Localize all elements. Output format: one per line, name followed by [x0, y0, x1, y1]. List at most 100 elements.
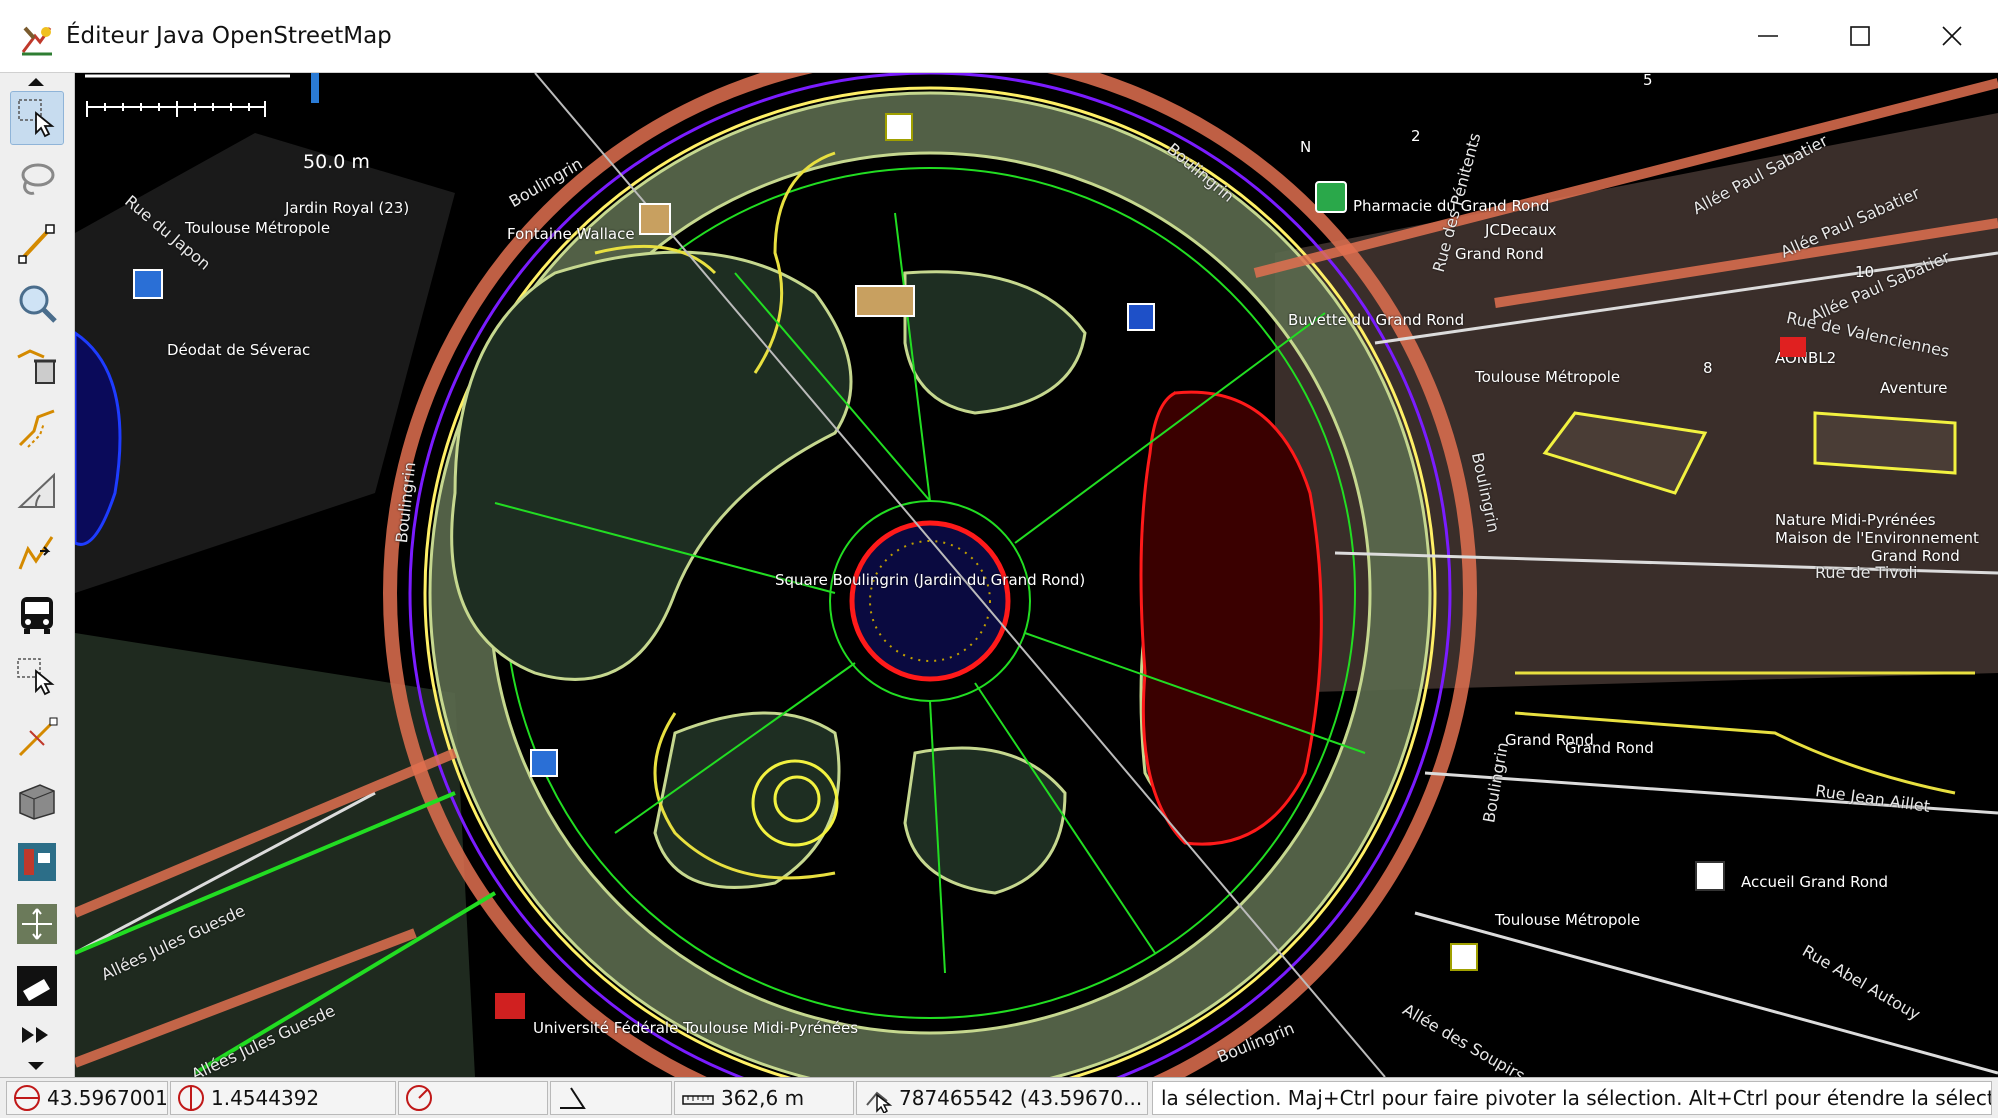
map-label-poi: Maison de l'Environnement — [1775, 529, 1979, 547]
move-icon — [17, 658, 55, 696]
draw-icon — [18, 224, 55, 264]
minimize-button[interactable] — [1722, 0, 1814, 72]
more-tools-icon — [22, 1027, 48, 1043]
split-tool-button[interactable] — [10, 711, 64, 765]
bar-icon — [1127, 303, 1155, 331]
university-flag-icon — [495, 993, 525, 1019]
map-label-poi: Toulouse Métropole — [1495, 911, 1641, 929]
map-label-poi: Pharmacie du Grand Rond — [1353, 197, 1550, 215]
zoom-tool-button[interactable] — [10, 277, 64, 331]
eraser-tool-button[interactable] — [10, 959, 64, 1013]
josm-app-icon — [20, 22, 54, 56]
map-label-poi: Grand Rond — [1455, 245, 1544, 263]
improve-way-icon — [18, 536, 54, 570]
close-icon — [1942, 26, 1962, 46]
close-button[interactable] — [1906, 0, 1998, 72]
map-label-poi: 10 — [1855, 263, 1875, 281]
map-label-poi: Grand Rond — [1565, 739, 1654, 757]
map-label-poi: 5 — [1643, 73, 1653, 89]
move-tool-button[interactable] — [10, 649, 64, 703]
select-icon — [18, 99, 55, 138]
scale-label: 50.0 m — [303, 151, 370, 173]
map-label-poi: Toulouse Métropole — [1475, 368, 1621, 386]
pharmacy-icon — [1315, 181, 1347, 213]
draw-tool-button[interactable] — [10, 215, 64, 269]
map-label-poi: Accueil Grand Rond — [1741, 873, 1889, 891]
mapillary-icon — [18, 843, 56, 881]
scroll-up-icon — [28, 78, 44, 86]
post-box-icon — [1780, 337, 1806, 357]
measure-angle-tool-button[interactable] — [10, 463, 64, 517]
latitude-icon — [14, 1085, 40, 1111]
ruler-icon — [682, 1095, 714, 1105]
information-icon — [1695, 861, 1725, 891]
map-label-poi: Toulouse Métropole — [185, 219, 331, 237]
longitude-icon — [178, 1085, 204, 1111]
water-area — [75, 331, 122, 546]
distance-field: 362,6 m — [674, 1081, 854, 1115]
waste-basket-icon — [1450, 943, 1478, 971]
mapillary-tool-button[interactable] — [10, 835, 64, 889]
title-bar: Éditeur Java OpenStreetMap — [0, 0, 1998, 73]
aerial-imagery-tool-button[interactable] — [10, 897, 64, 951]
waste-basket-icon — [885, 113, 913, 141]
parallel-icon — [18, 409, 55, 448]
aerial-imagery-icon — [17, 904, 57, 944]
map-label-poi: 8 — [1703, 359, 1713, 377]
distance-value: 362,6 m — [721, 1086, 805, 1110]
window-title: Éditeur Java OpenStreetMap — [66, 23, 392, 49]
toolbar-scroll-up[interactable] — [16, 75, 56, 89]
park-area-sw — [75, 633, 475, 1077]
building-icon — [19, 784, 55, 820]
heading-icon — [406, 1085, 432, 1111]
more-tools-button[interactable] — [10, 1021, 64, 1049]
map-label-poi: 2 — [1411, 127, 1421, 145]
map-label-poi: Buvette du Grand Rond — [1288, 311, 1465, 329]
select-tool-button[interactable] — [10, 91, 64, 145]
toolbar-scroll-down[interactable] — [16, 1059, 56, 1073]
bus-icon — [21, 597, 53, 634]
object-info-field: 787465542 (43.59670... — [856, 1081, 1148, 1115]
eraser-icon — [17, 966, 57, 1006]
minimize-icon — [1758, 35, 1778, 37]
angle-field — [550, 1081, 672, 1115]
pointer-node-icon — [866, 1091, 893, 1113]
map-label-poi: Aventure — [1880, 379, 1948, 397]
map-label-poi: Université Fédérale Toulouse Midi-Pyréné… — [533, 1019, 859, 1037]
buildings-area — [1275, 113, 1998, 693]
map-view[interactable]: 50.0 m Jardin Royal (23) Toulouse Métrop… — [75, 73, 1998, 1077]
maximize-icon — [1850, 26, 1870, 46]
heading-field — [398, 1081, 548, 1115]
improve-way-tool-button[interactable] — [10, 525, 64, 579]
object-info-value: 787465542 (43.59670... — [899, 1086, 1143, 1110]
map-label-poi: JCDecaux — [1485, 221, 1557, 239]
maximize-button[interactable] — [1814, 0, 1906, 72]
split-icon — [18, 717, 58, 757]
angle-icon — [560, 1087, 586, 1109]
delete-tool-button[interactable] — [10, 339, 64, 393]
fountain-icon — [639, 203, 671, 235]
longitude-field: 1.4544392 — [170, 1081, 396, 1115]
latitude-value: 43.5967001 — [47, 1086, 168, 1110]
building-tool-button[interactable] — [10, 773, 64, 827]
map-label-poi: Square Boulingrin (Jardin du Grand Rond) — [775, 571, 1086, 589]
help-text: la sélection. Maj+Ctrl pour faire pivote… — [1161, 1086, 1992, 1110]
help-text-field: la sélection. Maj+Ctrl pour faire pivote… — [1152, 1081, 1992, 1115]
measure-angle-icon — [17, 472, 55, 508]
delete-icon — [17, 349, 56, 384]
map-label-poi: Jardin Royal (23) — [285, 199, 410, 217]
map-label-poi: Grand Rond — [1871, 547, 1960, 565]
longitude-value: 1.4544392 — [211, 1086, 320, 1110]
zoom-icon — [19, 285, 57, 323]
map-label-poi: Fontaine Wallace — [507, 225, 635, 243]
bus-tool-button[interactable] — [10, 587, 64, 641]
map-label-street: Rue de Tivoli — [1815, 563, 1918, 582]
map-label-poi: N — [1300, 138, 1312, 156]
scroll-down-icon — [28, 1062, 44, 1070]
parallel-tool-button[interactable] — [10, 401, 64, 455]
map-render — [75, 73, 1998, 1077]
parking-icon — [133, 269, 163, 299]
lasso-tool-button[interactable] — [10, 153, 64, 207]
map-label-poi: Nature Midi-Pyrénées — [1775, 511, 1936, 529]
lasso-icon — [21, 163, 55, 195]
